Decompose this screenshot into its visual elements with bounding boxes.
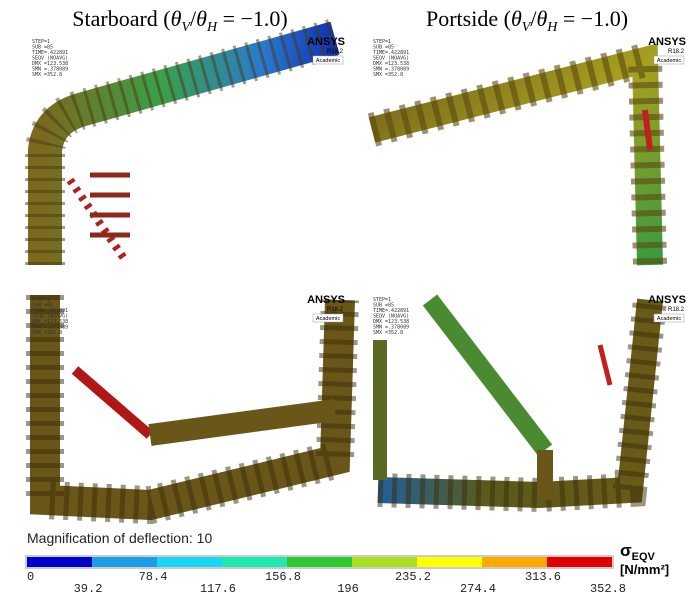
colorbar-segment [482, 557, 547, 567]
colorbar: 0 39.2 78.4 117.6 156.8 196 235.2 274.4 313.6 352… [27, 557, 626, 596]
ansys-version: R18.2 [327, 307, 344, 313]
ansys-logo: ANSYS [648, 294, 686, 306]
title-text: = −1.0) [217, 6, 288, 31]
info-line: SMX =352.8 [32, 72, 62, 78]
colorbar-segment [417, 557, 482, 567]
ansys-license: Academic [657, 316, 681, 322]
ansys-version: R18.2 [327, 49, 344, 55]
colorbar-tick-label: 156.8 [265, 570, 301, 584]
info-line: SMX =352.8 [373, 330, 403, 336]
colorbar-segment [352, 557, 417, 567]
ansys-license: Academic [316, 58, 340, 64]
colorbar-tick-label: 274.4 [460, 582, 496, 596]
figure: Starboard (θV/θH = −1.0) Portside (θV/θH… [0, 0, 694, 598]
title-symbol: θ [171, 6, 182, 31]
info-line: SMX =352.8 [32, 330, 62, 336]
colorbar-segment [92, 557, 157, 567]
colorbar-tick-label: 235.2 [395, 570, 431, 584]
colorbar-segment [287, 557, 352, 567]
panel-title: Starboard (θV/θH = −1.0) [72, 6, 287, 35]
title-symbol: θ [196, 6, 207, 31]
colorbar-symbol: σEQV [620, 541, 656, 563]
colorbar-segment [157, 557, 222, 567]
title-symbol: θ [511, 6, 522, 31]
ansys-license: Academic [657, 58, 681, 64]
colorbar-segment [27, 557, 92, 567]
ansys-version: R18.2 [668, 49, 685, 55]
colorbar-segment [547, 557, 612, 567]
symbol: σ [620, 541, 632, 560]
title-text: = −1.0) [557, 6, 628, 31]
fea-render [45, 38, 672, 505]
colorbar-tick-label: 196 [337, 582, 359, 596]
ansys-logo: ANSYS [648, 36, 686, 48]
magnification-note: Magnification of deflection: 10 [27, 530, 212, 546]
title-text: Portside ( [426, 6, 511, 31]
ansys-logo: ANSYS [307, 36, 345, 48]
info-line: SMX =352.8 [373, 72, 403, 78]
colorbar-segment [222, 557, 287, 567]
colorbar-tick-label: 78.4 [139, 570, 168, 584]
colorbar-tick-label: 313.6 [525, 570, 561, 584]
colorbar-tick-label: 352.8 [590, 582, 626, 596]
panel-title: Portside (θV/θH = −1.0) [426, 6, 628, 35]
ansys-license: Academic [316, 316, 340, 322]
ansys-logo: ANSYS [307, 294, 345, 306]
title-symbol: θ [536, 6, 547, 31]
colorbar-tick-label: 39.2 [74, 582, 103, 596]
colorbar-tick-label: 117.6 [200, 582, 236, 596]
title-text: Starboard ( [72, 6, 170, 31]
colorbar-tick-label: 0 [27, 570, 34, 584]
ansys-version: R18.2 [668, 307, 685, 313]
colorbar-unit: [N/mm²] [620, 562, 669, 577]
